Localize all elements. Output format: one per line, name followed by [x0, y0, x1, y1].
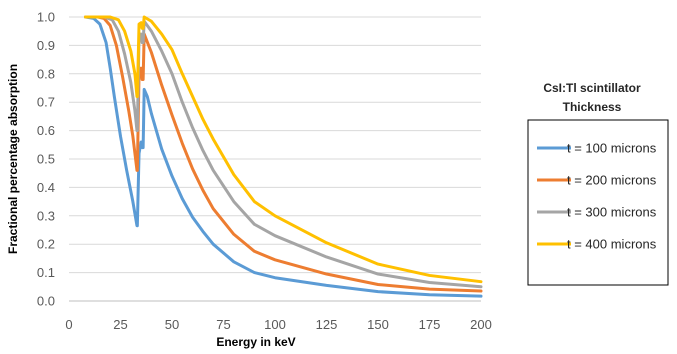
series-lines [83, 15, 483, 298]
x-tick-label: 100 [264, 317, 286, 332]
x-tick-label: 175 [419, 317, 441, 332]
legend-title-line-1: CsI:Tl scintillator [543, 81, 641, 95]
x-tick-label: 25 [113, 317, 127, 332]
y-tick-label: 0.7 [37, 95, 55, 110]
y-tick-label: 0.6 [37, 123, 55, 138]
series-line-4 [83, 15, 483, 284]
y-tick-label: 0.2 [37, 237, 55, 252]
y-tick-label: 0.9 [37, 38, 55, 53]
y-tick-label: 0.5 [37, 152, 55, 167]
y-tick-label: 0.8 [37, 66, 55, 81]
x-tick-label: 200 [470, 317, 492, 332]
x-axis-ticks: 0 25 50 75 100 125 150 175 200 [65, 317, 491, 332]
x-tick-label: 150 [367, 317, 389, 332]
y-tick-label: 0.0 [37, 294, 55, 309]
y-axis-ticks: 0.0 0.1 0.2 0.3 0.4 0.5 0.6 0.7 0.8 0.9 1.0 [37, 10, 55, 309]
legend-label-3: t = 300 microns [567, 205, 657, 220]
x-axis-title: Energy in keV [216, 335, 295, 349]
x-tick-label: 75 [216, 317, 230, 332]
y-tick-label: 0.4 [37, 180, 55, 195]
series-line-3 [83, 15, 483, 289]
series-line-1 [83, 15, 483, 298]
legend-box [527, 119, 669, 286]
x-tick-label: 50 [165, 317, 179, 332]
legend-title-line-2: Thickness [563, 100, 622, 114]
legend-label-1: t = 100 microns [567, 141, 657, 156]
x-tick-label: 125 [316, 317, 338, 332]
series-line-2 [83, 15, 483, 293]
y-axis-title: Fractional percentage absorption [6, 64, 20, 254]
y-tick-label: 1.0 [37, 10, 55, 25]
legend-label-2: t = 200 microns [567, 173, 657, 188]
legend-label-4: t = 400 microns [567, 237, 657, 252]
y-tick-label: 0.1 [37, 265, 55, 280]
y-tick-label: 0.3 [37, 208, 55, 223]
x-tick-label: 0 [65, 317, 72, 332]
legend: t = 100 microns t = 200 microns t = 300 mi… [537, 141, 657, 252]
